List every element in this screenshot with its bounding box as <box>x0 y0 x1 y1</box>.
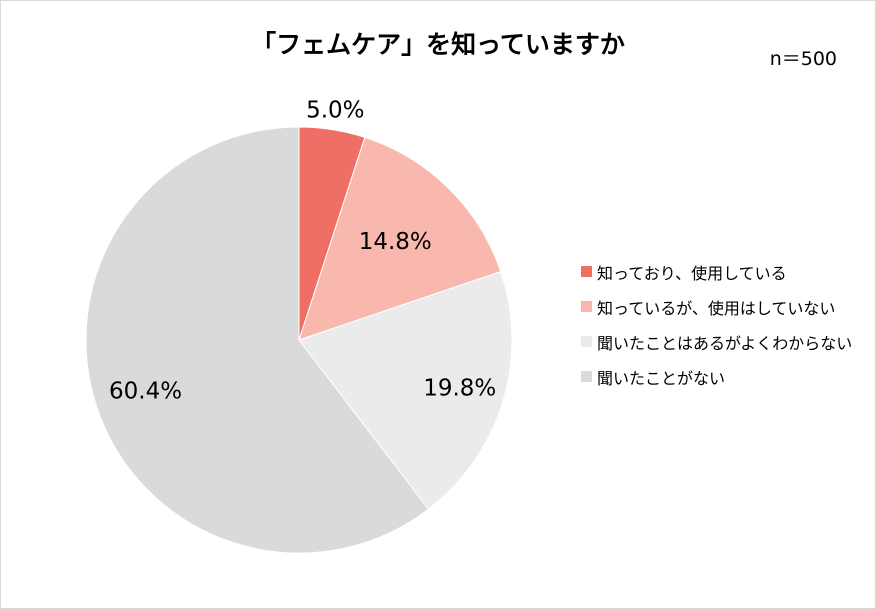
legend-swatch <box>581 301 592 312</box>
pie-slice <box>298 271 513 510</box>
pie-slice <box>298 136 502 341</box>
legend-label: 聞いたことはあるがよくわからない <box>597 333 853 353</box>
legend-label: 聞いたことがない <box>597 368 726 388</box>
legend-swatch <box>581 371 592 382</box>
legend-item: 知っており、使用している <box>581 254 852 289</box>
slice-data-label: 5.0% <box>306 97 364 123</box>
chart-title: 「フェムケア」を知っていますか <box>251 30 625 59</box>
legend-swatch <box>581 266 592 277</box>
legend-swatch <box>581 336 592 347</box>
chart-legend: 知っており、使用している 知っているが、使用はしていない 聞いたことはあるがよく… <box>581 254 852 394</box>
pie-slice <box>85 126 430 554</box>
legend-label: 知っているが、使用はしていない <box>597 298 836 318</box>
legend-label: 知っており、使用している <box>597 263 787 283</box>
legend-item: 知っているが、使用はしていない <box>581 289 852 324</box>
slice-data-label: 60.4% <box>109 378 182 404</box>
sample-size-note: n＝500 <box>769 48 837 70</box>
legend-item: 聞いたことはあるがよくわからない <box>581 324 852 359</box>
legend-item: 聞いたことがない <box>581 359 852 394</box>
slice-data-label: 19.8% <box>423 375 496 401</box>
slice-data-label: 14.8% <box>359 229 432 255</box>
